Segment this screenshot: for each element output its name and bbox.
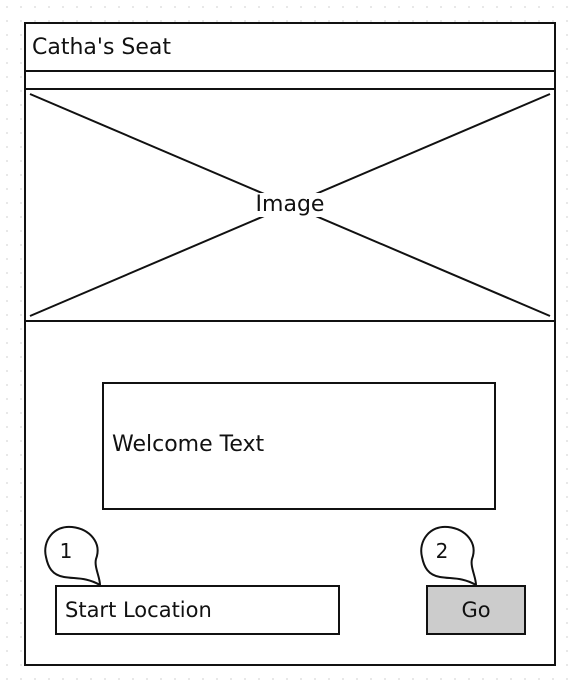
image-label: Image	[253, 192, 327, 217]
callout-marker-2: 2	[414, 525, 484, 595]
callout-number: 2	[435, 539, 449, 563]
welcome-text: Welcome Text	[112, 432, 265, 457]
welcome-text-box	[102, 382, 496, 510]
title-bar	[24, 22, 556, 72]
app-title: Catha's Seat	[32, 35, 172, 60]
go-button[interactable]: Go	[426, 585, 526, 635]
speech-bubble-icon	[44, 525, 102, 587]
hero-image-placeholder: Image	[24, 88, 556, 322]
start-location-input[interactable]	[55, 585, 340, 635]
callout-number: 1	[59, 539, 73, 563]
speech-bubble-icon	[420, 525, 478, 587]
callout-marker-1: 1	[38, 525, 108, 595]
